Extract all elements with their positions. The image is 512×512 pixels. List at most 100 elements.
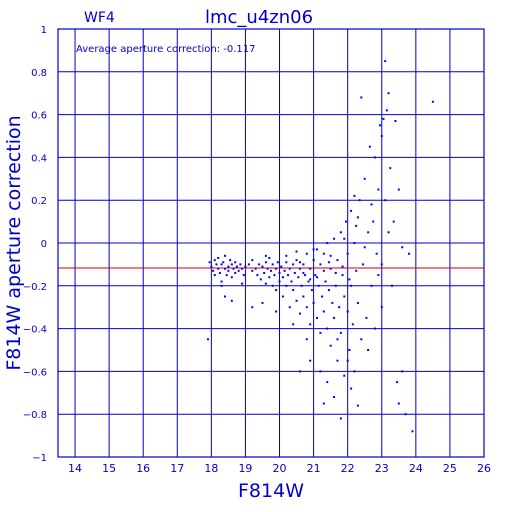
x-tick-label: 24 — [409, 462, 423, 475]
x-tick-label: 23 — [375, 462, 389, 475]
data-point — [331, 301, 334, 304]
tick-labels: 14 15 16 17 18 19 20 21 22 23 24 25 26 −1 −0.8 −0.6 −0.4… — [23, 25, 491, 475]
data-point — [230, 299, 233, 302]
data-point — [377, 274, 380, 277]
data-point — [295, 259, 298, 262]
data-point — [310, 289, 313, 292]
data-point — [292, 323, 295, 326]
x-tick-label: 14 — [68, 462, 82, 475]
data-point — [283, 269, 286, 272]
data-point — [343, 295, 346, 298]
data-point — [215, 263, 218, 266]
x-tick-label: 18 — [204, 462, 218, 475]
data-point — [382, 117, 385, 120]
data-point — [351, 323, 354, 326]
data-point — [316, 276, 319, 279]
data-point — [343, 237, 346, 240]
data-point — [241, 267, 244, 270]
data-point — [353, 370, 356, 373]
data-point — [230, 276, 233, 279]
data-point — [350, 284, 353, 287]
data-point — [234, 261, 237, 264]
chart-title: lmc_u4zn06 — [205, 7, 313, 28]
data-point — [281, 295, 284, 298]
data-point — [295, 299, 298, 302]
data-point — [360, 338, 363, 341]
data-point — [431, 100, 434, 103]
data-point — [370, 203, 373, 206]
data-point — [339, 417, 342, 420]
data-point — [285, 254, 288, 257]
data-point — [326, 242, 329, 244]
data-point — [298, 267, 301, 270]
data-point — [281, 276, 284, 279]
data-point — [346, 359, 349, 362]
data-point — [370, 284, 373, 287]
data-point — [261, 301, 264, 304]
data-point — [273, 274, 276, 277]
data-point — [372, 220, 375, 223]
data-point — [292, 263, 295, 266]
data-point — [348, 349, 351, 351]
data-point — [397, 402, 400, 405]
data-point — [292, 289, 295, 292]
data-point — [319, 263, 322, 266]
data-point — [394, 120, 397, 123]
data-point — [227, 269, 230, 272]
data-point — [254, 267, 257, 270]
data-point — [217, 256, 220, 259]
data-point — [229, 259, 232, 262]
data-point — [408, 252, 411, 255]
data-point — [358, 199, 361, 202]
data-point — [297, 276, 300, 279]
data-point — [264, 282, 267, 285]
data-point — [298, 370, 301, 373]
data-point — [268, 276, 271, 279]
data-point — [375, 252, 378, 255]
panel-label: WF4 — [84, 10, 115, 26]
data-point — [367, 349, 370, 351]
data-point — [295, 250, 298, 253]
x-tick-label: 15 — [102, 462, 116, 475]
data-point — [329, 267, 332, 270]
data-point — [280, 265, 283, 268]
data-point — [275, 289, 278, 292]
y-tick-label: −1 — [32, 453, 47, 464]
y-tick-label: −0.6 — [23, 367, 47, 378]
data-point — [397, 188, 400, 191]
x-tick-label: 19 — [238, 462, 252, 475]
data-point — [356, 404, 359, 407]
data-point — [309, 278, 312, 281]
data-point — [360, 96, 363, 99]
data-point — [322, 402, 325, 405]
data-point — [346, 252, 349, 255]
data-point — [377, 188, 380, 191]
y-tick-label: 0.8 — [31, 68, 47, 79]
data-point — [298, 261, 301, 264]
data-point — [329, 344, 332, 347]
data-point — [322, 269, 325, 272]
data-point — [380, 135, 383, 137]
data-point — [261, 265, 264, 268]
data-point — [324, 280, 327, 283]
x-axis-label: F814W — [238, 480, 304, 502]
data-point — [278, 271, 281, 274]
data-point — [287, 274, 290, 277]
data-point — [327, 289, 330, 292]
y-tick-label: 1 — [41, 25, 47, 36]
data-point — [367, 231, 370, 234]
data-point — [241, 282, 244, 285]
x-tick-label: 16 — [136, 462, 150, 475]
data-point — [293, 271, 296, 274]
data-point — [387, 92, 390, 95]
data-point — [220, 280, 223, 283]
data-point — [380, 306, 383, 309]
data-point — [225, 274, 228, 277]
data-point — [341, 274, 344, 277]
data-point — [309, 323, 312, 326]
data-point — [401, 370, 404, 373]
data-point — [389, 167, 392, 170]
data-point — [251, 259, 254, 262]
